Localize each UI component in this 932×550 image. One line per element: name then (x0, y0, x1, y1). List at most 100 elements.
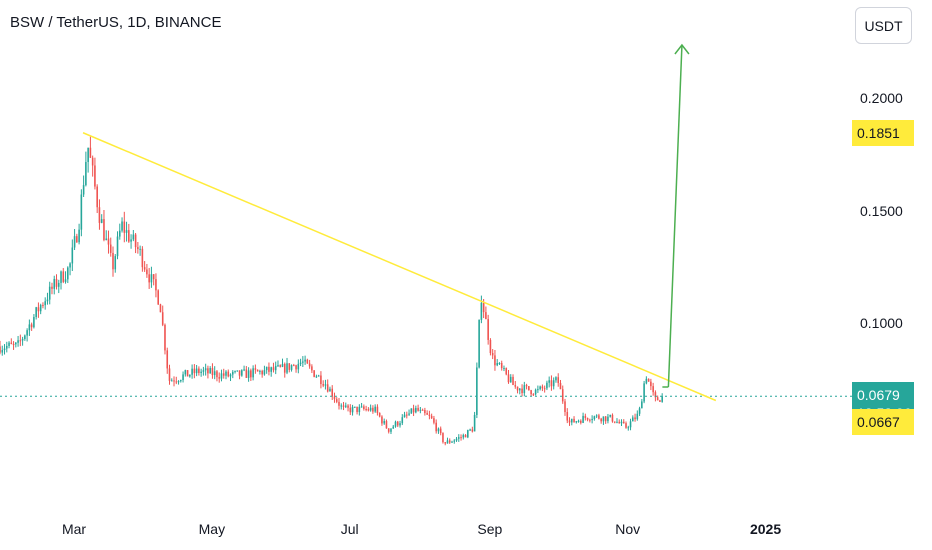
candle-body (503, 368, 505, 370)
candle-body (46, 299, 49, 302)
candle-body (455, 438, 458, 441)
currency-button[interactable]: USDT (855, 7, 912, 44)
candle-body (139, 248, 141, 250)
candle-body (598, 415, 600, 419)
candle-body (575, 421, 578, 423)
candle-body (265, 366, 268, 371)
candle-body (342, 405, 345, 407)
candle-body (26, 330, 28, 336)
candle-body (103, 219, 105, 241)
candle-body (118, 230, 121, 237)
candle-body (417, 407, 419, 411)
candle-body (462, 435, 465, 438)
candle-body (24, 335, 26, 339)
candle-body (184, 370, 187, 375)
candle-body (191, 368, 193, 375)
candle-body (485, 312, 487, 320)
candle-body (401, 417, 404, 424)
candle-body (143, 267, 146, 270)
candle-body (476, 367, 478, 415)
candle-body (552, 380, 555, 387)
candle-body (537, 389, 539, 391)
candle-body (627, 427, 630, 429)
candle-body (582, 415, 584, 423)
candle-body (182, 374, 184, 381)
candle-body (234, 371, 236, 373)
candle-body (629, 421, 632, 428)
candle-body (213, 371, 216, 376)
x-tick-label: Sep (477, 521, 503, 537)
candle-body (329, 388, 331, 392)
candle-body (227, 371, 230, 377)
candle-body (469, 429, 471, 431)
y-tick-label: 0.2000 (860, 90, 903, 106)
candle-body (406, 414, 408, 416)
candle-body (546, 382, 548, 389)
candle-body (96, 186, 98, 208)
candle-body (383, 421, 385, 424)
candle-body (491, 353, 494, 356)
candle-body (112, 252, 114, 270)
trend-start-price-tag: 0.1851 (852, 119, 914, 146)
candle-body (299, 362, 302, 364)
candle-body (76, 236, 78, 243)
projection-arrow[interactable] (662, 43, 690, 388)
candle-body (254, 368, 257, 370)
candle-body (543, 388, 546, 390)
candle-body (394, 421, 397, 427)
candle-body (349, 407, 352, 413)
candle-body (80, 194, 83, 230)
candle-body (64, 279, 67, 282)
candle-body (344, 405, 347, 407)
candle-body (5, 345, 8, 349)
candle-body (231, 371, 234, 375)
candle-body (82, 185, 85, 195)
candle-body (268, 366, 270, 372)
candle-body (367, 409, 370, 411)
candle-body (155, 279, 157, 291)
candle-body (35, 307, 37, 317)
candle-body (166, 350, 169, 369)
candle-body (306, 359, 309, 364)
candle-body (261, 370, 263, 375)
candle-body (28, 324, 31, 331)
candle-body (532, 394, 535, 396)
candle-body (333, 396, 336, 400)
symbol-title[interactable]: BSW / TetherUS, 1D, BINANCE (10, 14, 222, 31)
candle-body (69, 263, 71, 268)
candle-body (471, 429, 474, 432)
candle-body (62, 271, 65, 282)
x-tick-label: Mar (61, 521, 87, 537)
candle-body (107, 238, 110, 245)
candle-body (134, 234, 137, 248)
candle-body (453, 440, 456, 442)
candle-body (326, 384, 329, 392)
candle-body (340, 405, 343, 407)
candle-body (636, 413, 639, 420)
candle-body (548, 380, 550, 383)
candle-body (570, 418, 573, 423)
candle-body (378, 412, 381, 417)
candle-body (426, 413, 428, 415)
trendline[interactable] (82, 132, 717, 402)
candle-body (654, 392, 657, 398)
candle-body (408, 413, 410, 415)
candle-body (555, 377, 557, 381)
candle-body (421, 409, 424, 411)
candle-body (505, 368, 508, 375)
candle-body (44, 301, 46, 306)
candle-body (638, 408, 641, 414)
candle-body (274, 365, 277, 371)
candle-body (647, 378, 650, 382)
candle-body (390, 428, 392, 432)
candle-body (55, 278, 58, 287)
candle-body (177, 381, 180, 383)
candle-body (252, 368, 254, 378)
candle-body (437, 428, 440, 432)
y-tick-label: 0.1000 (860, 315, 903, 331)
candle-body (435, 422, 437, 432)
candle-body (338, 401, 340, 406)
candle-body (148, 274, 150, 283)
candle-body (30, 324, 33, 328)
